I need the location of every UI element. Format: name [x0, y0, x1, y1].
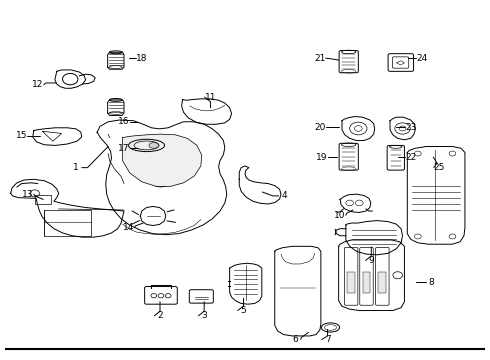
Polygon shape: [346, 221, 402, 255]
Text: 17: 17: [118, 144, 130, 153]
Text: 16: 16: [118, 117, 130, 126]
Text: 24: 24: [416, 54, 427, 63]
Polygon shape: [230, 263, 262, 304]
Bar: [35, 195, 51, 204]
Polygon shape: [275, 246, 321, 336]
Polygon shape: [342, 117, 375, 140]
Text: 7: 7: [325, 335, 330, 344]
Polygon shape: [108, 52, 124, 69]
Polygon shape: [33, 128, 82, 145]
Text: 15: 15: [16, 131, 27, 140]
Polygon shape: [97, 120, 227, 235]
Text: 21: 21: [314, 54, 325, 63]
Polygon shape: [339, 240, 404, 311]
Polygon shape: [340, 194, 371, 212]
Ellipse shape: [149, 143, 159, 148]
Text: 22: 22: [405, 153, 416, 162]
Text: 9: 9: [368, 256, 374, 265]
Bar: [44, 210, 91, 236]
Text: 6: 6: [292, 335, 298, 344]
Text: 25: 25: [434, 163, 445, 172]
Text: 3: 3: [201, 311, 207, 320]
Polygon shape: [55, 70, 86, 88]
Polygon shape: [108, 100, 124, 116]
Text: 13: 13: [22, 190, 34, 199]
Polygon shape: [140, 207, 166, 225]
Bar: [378, 272, 386, 293]
Text: 5: 5: [241, 306, 246, 315]
Polygon shape: [122, 134, 202, 186]
Text: 18: 18: [136, 54, 147, 63]
Text: 23: 23: [405, 123, 416, 132]
Text: 1: 1: [73, 163, 79, 172]
Bar: [363, 272, 370, 293]
Text: 19: 19: [316, 153, 328, 162]
Text: 12: 12: [32, 80, 44, 89]
Text: 4: 4: [282, 192, 287, 201]
Polygon shape: [390, 117, 416, 140]
Polygon shape: [407, 147, 465, 244]
Text: 14: 14: [123, 223, 134, 232]
Polygon shape: [11, 179, 124, 237]
Polygon shape: [182, 99, 232, 124]
Text: 2: 2: [157, 311, 163, 320]
Text: 20: 20: [314, 123, 325, 132]
Text: 8: 8: [428, 278, 434, 287]
Polygon shape: [239, 166, 281, 204]
Bar: [347, 272, 355, 293]
Text: 10: 10: [334, 211, 346, 220]
Text: 11: 11: [205, 93, 216, 102]
Polygon shape: [79, 74, 95, 84]
